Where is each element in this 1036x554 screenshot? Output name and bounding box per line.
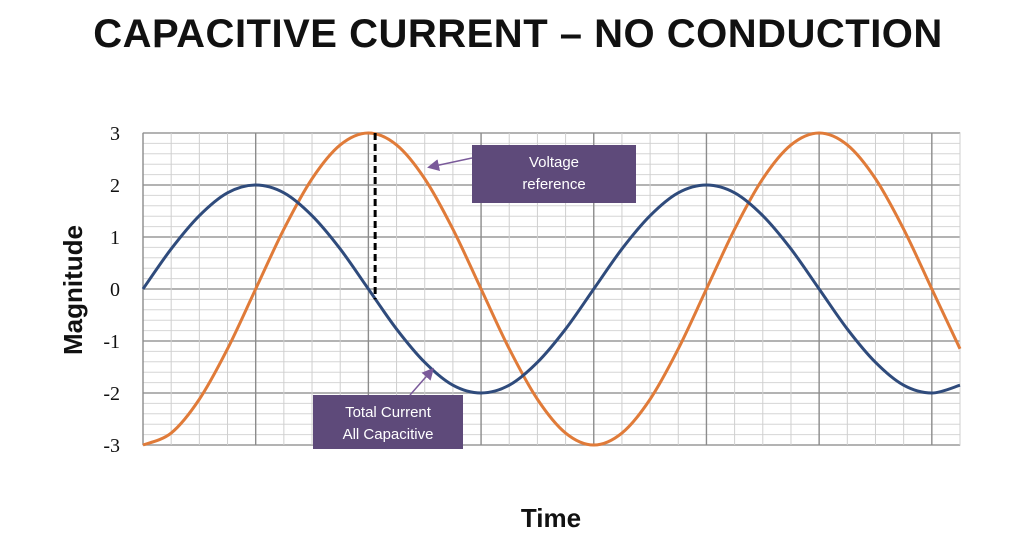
chart-series	[141, 131, 962, 447]
voltage-reference-callout: Voltage reference	[427, 145, 636, 203]
callout-box	[472, 145, 636, 203]
y-tick-label: 2	[110, 175, 120, 197]
y-tick-labels: 3 2 1 0 -1 -2 -3	[103, 123, 120, 457]
y-axis-label: Magnitude	[58, 225, 88, 355]
callout-text: Voltage	[529, 154, 579, 171]
callout-text: All Capacitive	[343, 426, 434, 443]
y-tick-label: -3	[103, 435, 120, 457]
callout-box	[313, 395, 463, 449]
voltage-series-line	[142, 131, 962, 447]
callout-text: Total Current	[345, 404, 432, 421]
y-tick-label: -2	[103, 383, 120, 405]
callout-arrow	[427, 157, 473, 171]
callout-text: reference	[522, 176, 585, 193]
y-tick-label: 3	[110, 123, 120, 145]
y-tick-label: 1	[110, 227, 120, 249]
x-axis-label: Time	[521, 503, 581, 533]
current-series-line	[141, 183, 961, 395]
total-current-callout: Total Current All Capacitive	[313, 367, 463, 449]
y-tick-label: -1	[103, 331, 120, 353]
y-tick-label: 0	[110, 279, 120, 301]
chart-annotations: Voltage reference Total Current All Capacit…	[313, 145, 636, 449]
page-title: Capacitive current – no conduction	[93, 12, 943, 56]
callout-arrow	[409, 367, 434, 396]
